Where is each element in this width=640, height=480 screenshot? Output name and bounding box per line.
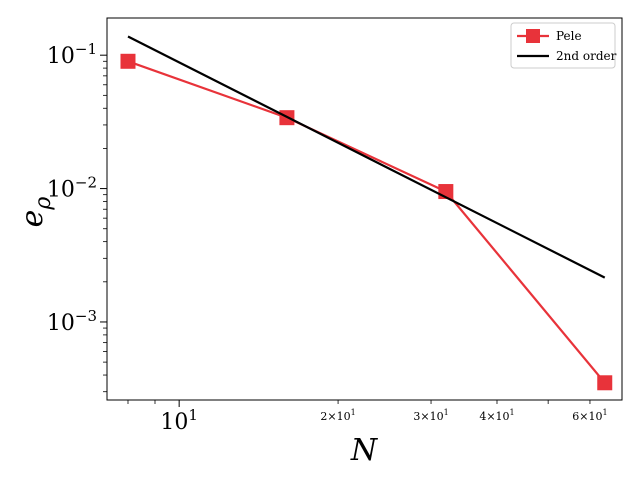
x-minor-tick-label-exponent: 1 [603, 408, 608, 417]
y-tick-label-exponent: −1 [75, 40, 97, 58]
y-tick-label-base: 10 [47, 311, 75, 336]
series-layer [120, 35, 613, 391]
y-tick-label-exponent: −2 [75, 174, 97, 192]
x-minor-tick-label-coef: 6 [572, 410, 579, 423]
legend: Pele 2nd order [510, 22, 617, 69]
x-minor-tick-label-times: × [327, 410, 336, 423]
x-minor-tick-label-base: 10 [589, 410, 603, 423]
x-minor-tick-label-times: × [579, 410, 588, 423]
x-minor-tick-label: 4×101 [479, 408, 514, 423]
y-axis-label-main: e [15, 210, 50, 228]
series-line-second-order [127, 35, 606, 279]
legend-label: 2nd order [556, 49, 617, 63]
x-minor-tick-label-base: 10 [337, 410, 351, 423]
legend-swatch-marker [526, 29, 540, 43]
y-axis-label-subscript: ρ [31, 197, 56, 211]
x-tick-label-exponent: 1 [188, 406, 198, 424]
x-minor-tick-label-exponent: 1 [444, 408, 449, 417]
x-minor-tick-label-coef: 3 [413, 410, 420, 423]
x-tick-label-base: 10 [160, 410, 188, 435]
x-minor-tick-label-base: 10 [430, 410, 444, 423]
x-tick-label: 101 [160, 406, 198, 435]
y-axis-label: eρ [15, 197, 56, 228]
y-tick-label: 10−2 [47, 174, 97, 203]
x-minor-tick-label-coef: 4 [479, 410, 486, 423]
plot-area: 101 2×101 3×101 4×101 6×101 10−110−210−3 [47, 17, 623, 435]
y-tick-label-base: 10 [47, 44, 75, 69]
legend-label: Pele [556, 29, 582, 43]
y-axis: 10−110−210−3 [47, 40, 107, 393]
x-minor-tick-label-times: × [486, 410, 495, 423]
data-point-marker [597, 375, 613, 391]
x-minor-tick-label-times: × [420, 410, 429, 423]
y-tick-label-exponent: −3 [75, 307, 97, 325]
x-minor-tick-label-exponent: 1 [510, 408, 515, 417]
y-tick-label: 10−3 [47, 307, 97, 336]
x-minor-tick-label-coef: 2 [320, 410, 327, 423]
x-minor-tick-label-exponent: 1 [351, 408, 356, 417]
data-point-marker [120, 53, 136, 69]
plot-frame [106, 17, 623, 401]
x-minor-tick-label: 2×101 [320, 408, 355, 423]
x-axis: 101 2×101 3×101 4×101 6×101 [127, 400, 608, 435]
x-axis-label: N [350, 433, 379, 468]
x-minor-tick-label: 6×101 [572, 408, 607, 423]
y-tick-label-base: 10 [47, 178, 75, 203]
x-minor-tick-label-base: 10 [496, 410, 510, 423]
series-line-pele [127, 60, 606, 384]
x-minor-tick-label: 3×101 [413, 408, 448, 423]
y-tick-label: 10−1 [47, 40, 97, 69]
